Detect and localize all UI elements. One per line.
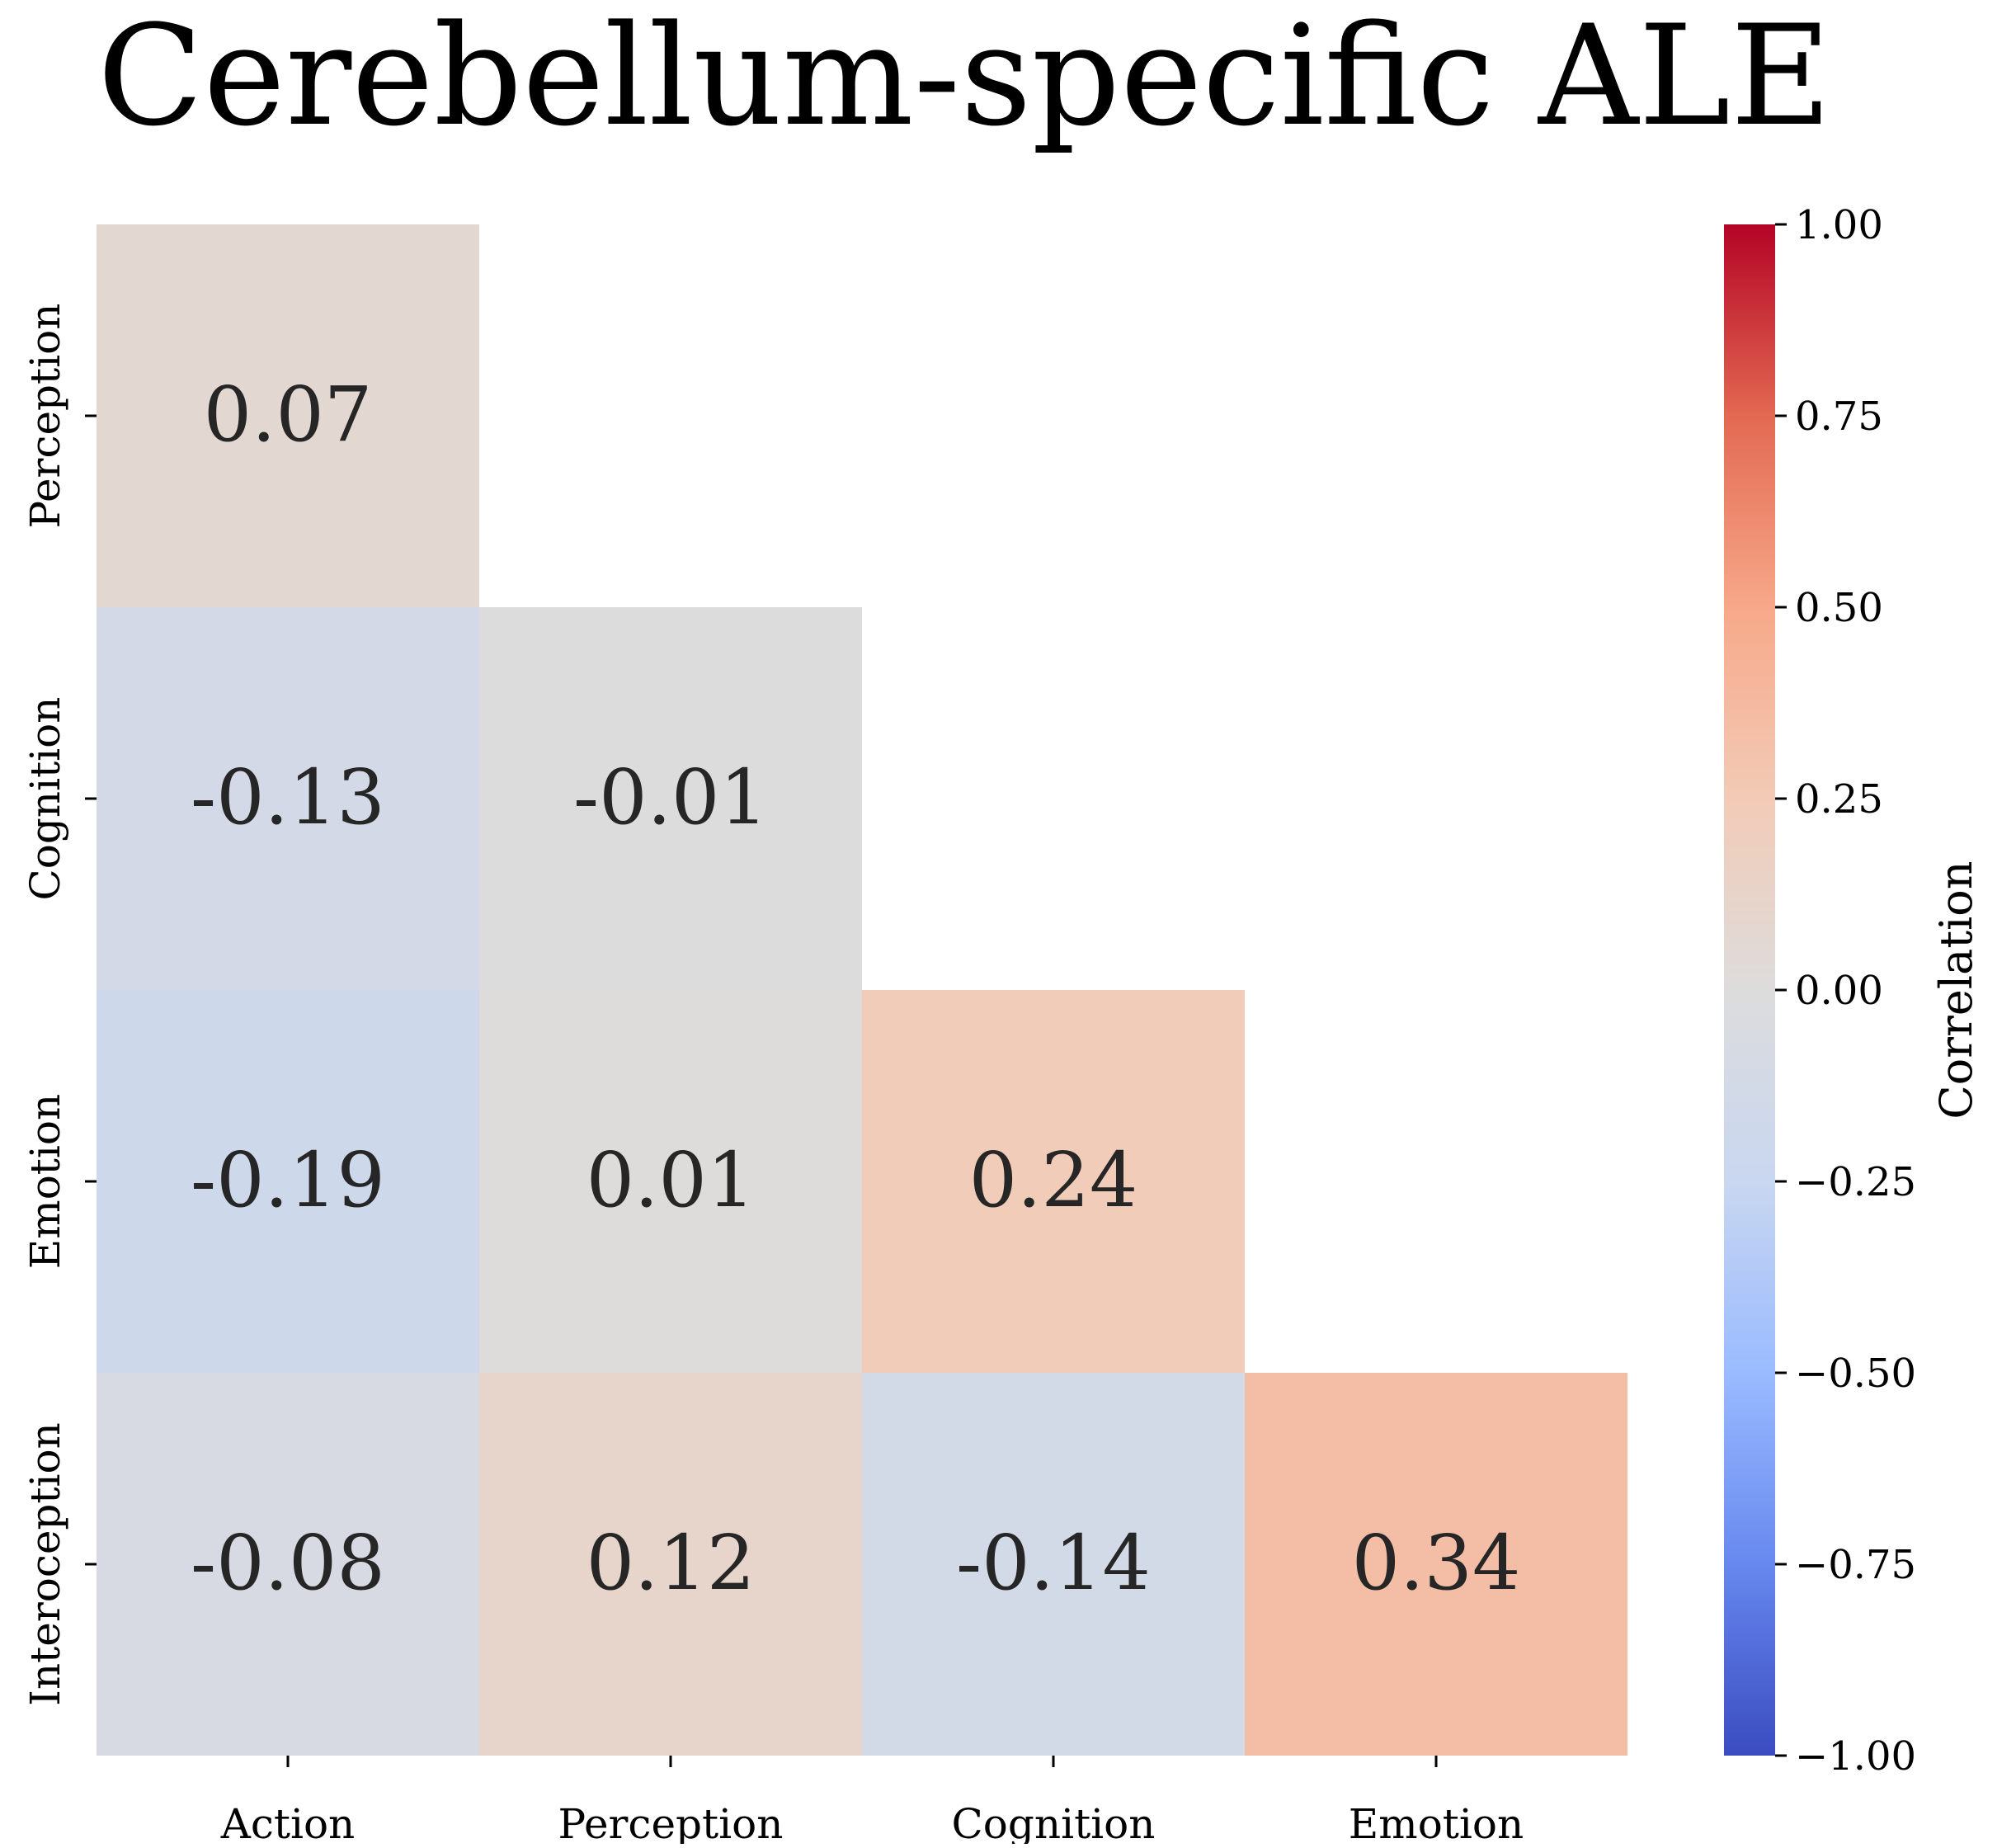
cell-label-cognition-action: -0.13 [191, 753, 385, 842]
cell-label-interoception-perception: 0.12 [586, 1519, 756, 1607]
heatmap-cell-emotion-action [97, 990, 479, 1373]
x-tick-label-action: Action [220, 1800, 356, 1844]
cell-label-emotion-action: -0.19 [191, 1136, 385, 1224]
colorbar-tick-label: −1.00 [1795, 1733, 1916, 1780]
colorbar-tick-label: 0.75 [1795, 394, 1883, 440]
heatmap-cell-interoception-action [97, 1373, 479, 1756]
cell-label-interoception-cognition: -0.14 [956, 1519, 1151, 1607]
cell-label-perception-action: 0.07 [204, 370, 373, 459]
x-axis: Action Perception Cognition Emotion [220, 1756, 1524, 1848]
heatmap-cell-emotion-perception [479, 990, 862, 1373]
colorbar-tick-label: −0.75 [1795, 1542, 1916, 1588]
heatmap-cell-interoception-emotion [1245, 1373, 1627, 1756]
colorbar-tick-label: 0.50 [1795, 585, 1883, 631]
colorbar: 1.00 0.75 0.50 0.25 0.00 −0.25 −0.50 −0.75 −1.00… [1724, 202, 1982, 1780]
x-tick-label-emotion: Emotion [1349, 1800, 1524, 1844]
cell-label-emotion-cognition: 0.24 [969, 1136, 1138, 1224]
colorbar-tick-label: −0.25 [1795, 1159, 1916, 1205]
y-tick-label-interoception: Interoception [21, 1422, 69, 1706]
colorbar-tick-label: −0.50 [1795, 1351, 1916, 1397]
cell-label-cognition-perception: -0.01 [573, 753, 768, 842]
heatmap-cell-interoception-cognition [862, 1373, 1245, 1756]
x-tick-label-perception: Perception [558, 1800, 784, 1844]
colorbar-label: Correlation [1930, 860, 1982, 1119]
heatmap-cell-perception-action [97, 224, 479, 607]
heatmap-cell-cognition-action [97, 607, 479, 990]
colorbar-tick-label: 0.00 [1795, 968, 1883, 1014]
colorbar-tick-label: 0.25 [1795, 776, 1883, 823]
y-tick-label-emotion: Emotion [21, 1094, 69, 1269]
cell-label-emotion-perception: 0.01 [586, 1136, 756, 1224]
colorbar-gradient [1724, 224, 1775, 1756]
heatmap-cell-cognition-perception [479, 607, 862, 990]
colorbar-tick-label: 1.00 [1795, 202, 1883, 248]
y-tick-label-perception: Perception [21, 304, 69, 529]
cell-label-interoception-emotion: 0.34 [1352, 1519, 1521, 1607]
y-tick-label-cognition: Cognition [21, 697, 69, 901]
cell-label-interoception-action: -0.08 [191, 1519, 385, 1607]
heatmap-cell-emotion-cognition [862, 990, 1245, 1373]
x-tick-label-cognition: Cognition [952, 1800, 1156, 1844]
heatmap-cell-interoception-perception [479, 1373, 862, 1756]
y-axis: Perception Cognition Emotion Interoception [21, 304, 97, 1706]
heatmap-cells: 0.07 -0.13 -0.01 -0.19 0.01 0.24 -0.08 0.12 -0.1… [97, 224, 1627, 1756]
chart-title: Cerebellum-specific ALE [97, 0, 1831, 157]
